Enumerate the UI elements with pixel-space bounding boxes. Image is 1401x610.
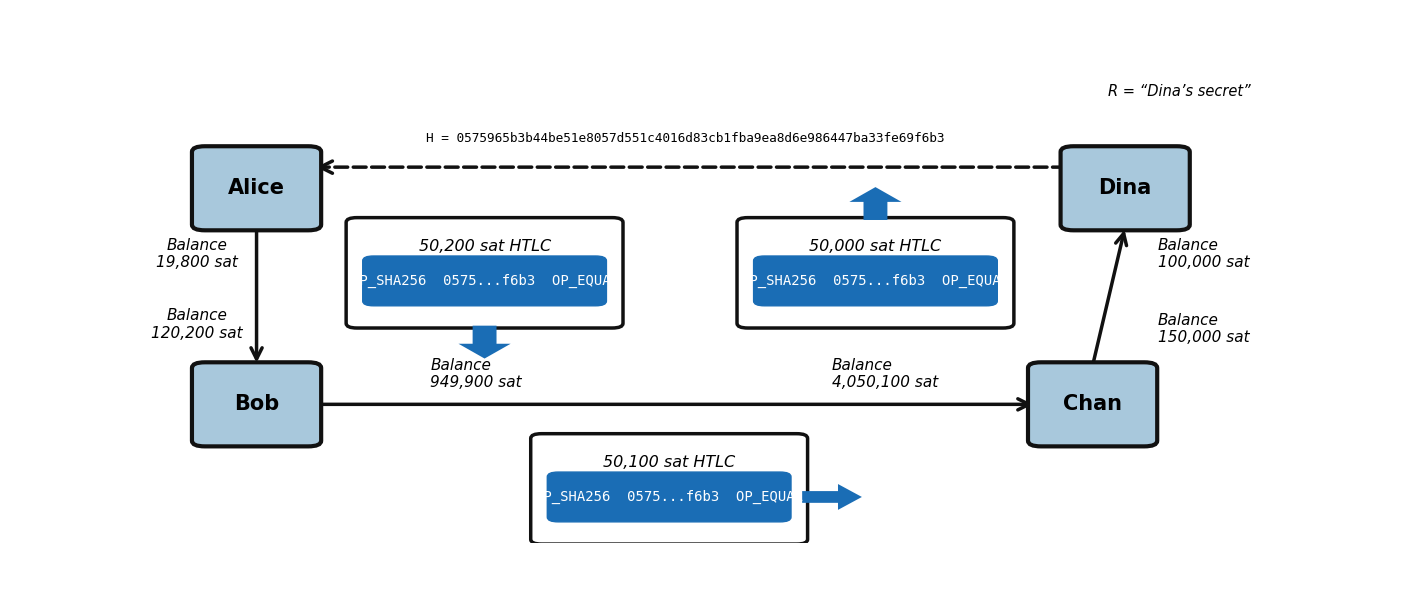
Text: Balance
150,000 sat: Balance 150,000 sat (1157, 313, 1250, 345)
FancyBboxPatch shape (192, 146, 321, 231)
Text: Bob: Bob (234, 394, 279, 414)
Text: R = “Dina’s secret”: R = “Dina’s secret” (1108, 84, 1251, 99)
Text: Chan: Chan (1063, 394, 1122, 414)
Text: Dina: Dina (1098, 178, 1152, 198)
FancyBboxPatch shape (737, 218, 1014, 328)
Text: Alice: Alice (228, 178, 284, 198)
Text: OP_SHA256  0575...f6b3  OP_EQUAL: OP_SHA256 0575...f6b3 OP_EQUAL (350, 274, 619, 288)
FancyBboxPatch shape (346, 218, 623, 328)
FancyBboxPatch shape (754, 256, 998, 306)
Text: Balance
4,050,100 sat: Balance 4,050,100 sat (832, 357, 939, 390)
Text: 50,000 sat HTLC: 50,000 sat HTLC (810, 239, 941, 254)
FancyBboxPatch shape (1061, 146, 1189, 231)
Text: Balance
19,800 sat: Balance 19,800 sat (156, 238, 238, 270)
FancyBboxPatch shape (1028, 362, 1157, 447)
Text: 50,100 sat HTLC: 50,100 sat HTLC (602, 455, 736, 470)
Text: H = 0575965b3b44be51e8057d551c4016d83cb1fba9ea8d6e986447ba33fe69f6b3: H = 0575965b3b44be51e8057d551c4016d83cb1… (426, 132, 944, 145)
Text: Balance
120,200 sat: Balance 120,200 sat (151, 308, 242, 341)
FancyArrow shape (458, 326, 510, 359)
FancyBboxPatch shape (548, 472, 792, 522)
Text: 50,200 sat HTLC: 50,200 sat HTLC (419, 239, 551, 254)
FancyBboxPatch shape (363, 256, 607, 306)
FancyBboxPatch shape (192, 362, 321, 447)
FancyBboxPatch shape (531, 434, 807, 544)
FancyArrow shape (849, 187, 901, 220)
Text: OP_SHA256  0575...f6b3  OP_EQUAL: OP_SHA256 0575...f6b3 OP_EQUAL (741, 274, 1010, 288)
Text: Balance
100,000 sat: Balance 100,000 sat (1157, 238, 1250, 270)
Text: Balance
949,900 sat: Balance 949,900 sat (430, 357, 523, 390)
Text: OP_SHA256  0575...f6b3  OP_EQUAL: OP_SHA256 0575...f6b3 OP_EQUAL (535, 490, 803, 504)
FancyArrow shape (803, 484, 862, 510)
